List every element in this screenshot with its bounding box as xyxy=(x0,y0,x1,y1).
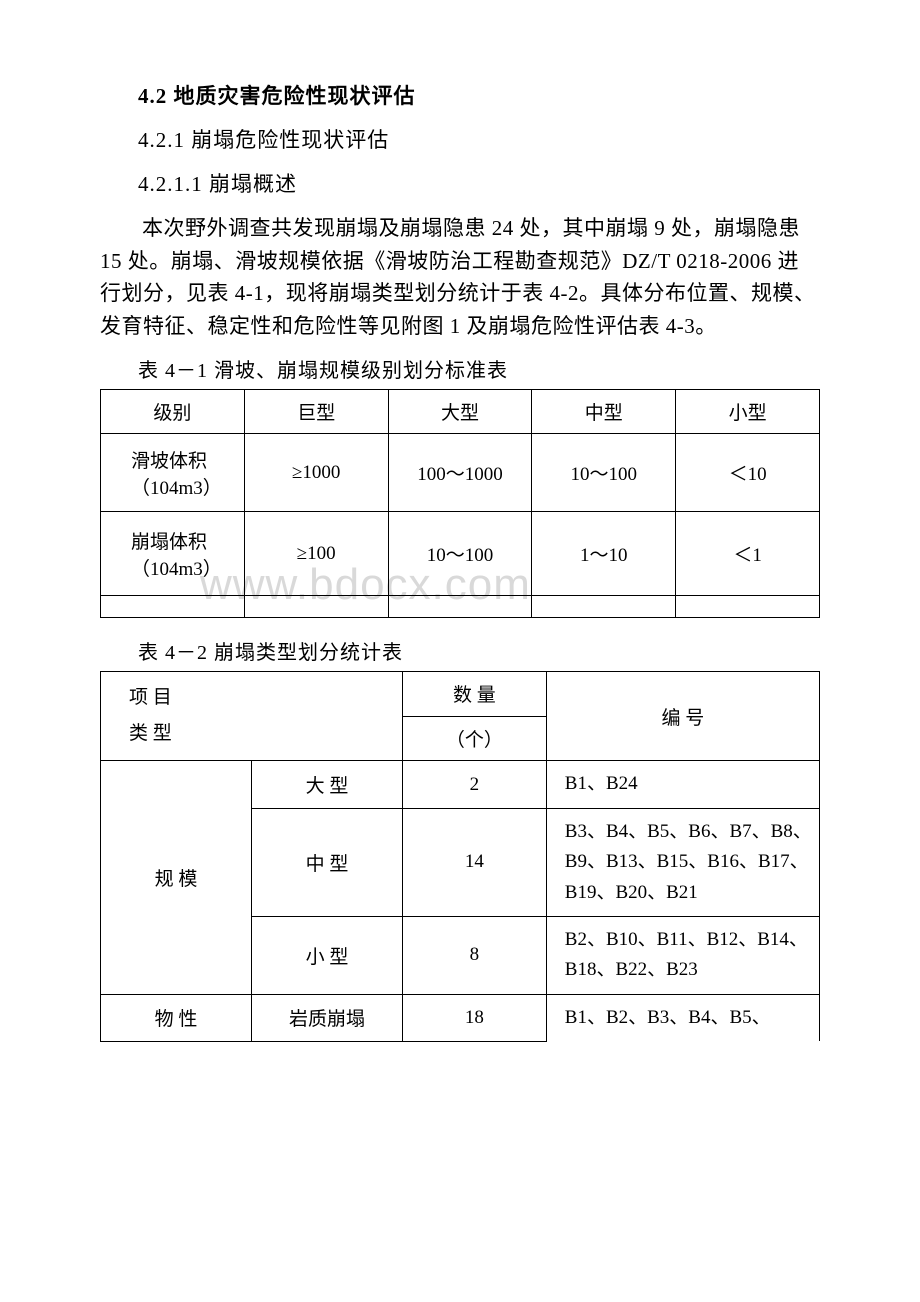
table-cell: 2 xyxy=(402,761,546,808)
table-cell xyxy=(388,596,532,618)
table-cell: B1、B24 xyxy=(546,761,819,808)
heading-4-2-1-1: 4.2.1.1 崩塌概述 xyxy=(138,168,820,198)
table-4-1-caption: 表 4－1 滑坡、崩塌规模级别划分标准表 xyxy=(138,354,820,383)
table-row xyxy=(101,596,820,618)
table-4-1: 级别 巨型 大型 中型 小型 滑坡体积（104m3） ≥1000 100～100… xyxy=(100,389,820,618)
table-cell: ＜10 xyxy=(676,434,820,512)
table-cell: 物 性 xyxy=(101,994,252,1041)
heading-4-2-1: 4.2.1 崩塌危险性现状评估 xyxy=(138,124,820,154)
table-4-2-caption: 表 4－2 崩塌类型划分统计表 xyxy=(138,636,820,665)
table-header-cell: 项 目 类 型 xyxy=(101,672,403,761)
table-cell: 8 xyxy=(402,916,546,994)
table-cell: ≥100 xyxy=(244,512,388,596)
table-row: 滑坡体积（104m3） ≥1000 100～1000 10～100 ＜10 xyxy=(101,434,820,512)
table-cell: B3、B4、B5、B6、B7、B8、B9、B13、B15、B16、B17、B19… xyxy=(546,808,819,916)
table-cell: 10～100 xyxy=(388,512,532,596)
table-cell: B1、B2、B3、B4、B5、 xyxy=(546,994,819,1041)
table-cell: 岩质崩塌 xyxy=(251,994,402,1041)
table-cell: 崩塌体积（104m3） xyxy=(101,512,245,596)
table-cell: 100～1000 xyxy=(388,434,532,512)
table-header-cell: 巨型 xyxy=(244,390,388,434)
table-cell xyxy=(676,596,820,618)
table-header-cell: 级别 xyxy=(101,390,245,434)
table-cell: 大 型 xyxy=(251,761,402,808)
table-cell: ≥1000 xyxy=(244,434,388,512)
table-cell: 规 模 xyxy=(101,761,252,994)
table-row: 崩塌体积（104m3） ≥100 10～100 1～10 ＜1 xyxy=(101,512,820,596)
table-header-cell: 数 量 xyxy=(402,672,546,717)
table-header-cell: 小型 xyxy=(676,390,820,434)
table-cell xyxy=(532,596,676,618)
table-cell xyxy=(244,596,388,618)
intro-paragraph: 本次野外调查共发现崩塌及崩塌隐患 24 处，其中崩塌 9 处，崩塌隐患 15 处… xyxy=(100,212,820,342)
table-cell: 10～100 xyxy=(532,434,676,512)
table-row: 级别 巨型 大型 中型 小型 xyxy=(101,390,820,434)
table-cell: 中 型 xyxy=(251,808,402,916)
table-cell: 18 xyxy=(402,994,546,1041)
table-cell: B2、B10、B11、B12、B14、B18、B22、B23 xyxy=(546,916,819,994)
table-header-cell: 编 号 xyxy=(546,672,819,761)
table-cell: 小 型 xyxy=(251,916,402,994)
table-row: 规 模 大 型 2 B1、B24 xyxy=(101,761,820,808)
table-cell xyxy=(101,596,245,618)
table-cell: ＜1 xyxy=(676,512,820,596)
table-row: 物 性 岩质崩塌 18 B1、B2、B3、B4、B5、 xyxy=(101,994,820,1041)
heading-4-2: 4.2 地质灾害危险性现状评估 xyxy=(138,80,820,110)
header-type: 类 型 xyxy=(129,723,172,744)
table-header-cell: 中型 xyxy=(532,390,676,434)
table-cell: 14 xyxy=(402,808,546,916)
header-project: 项 目 xyxy=(129,687,172,708)
table-cell: 1～10 xyxy=(532,512,676,596)
table-header-cell: 大型 xyxy=(388,390,532,434)
table-row: 项 目 类 型 数 量 编 号 xyxy=(101,672,820,717)
table-4-2: 项 目 类 型 数 量 编 号 （个） 规 模 大 型 2 B1、B24 中 型… xyxy=(100,671,820,1041)
table-cell: 滑坡体积（104m3） xyxy=(101,434,245,512)
table-header-cell: （个） xyxy=(402,716,546,761)
